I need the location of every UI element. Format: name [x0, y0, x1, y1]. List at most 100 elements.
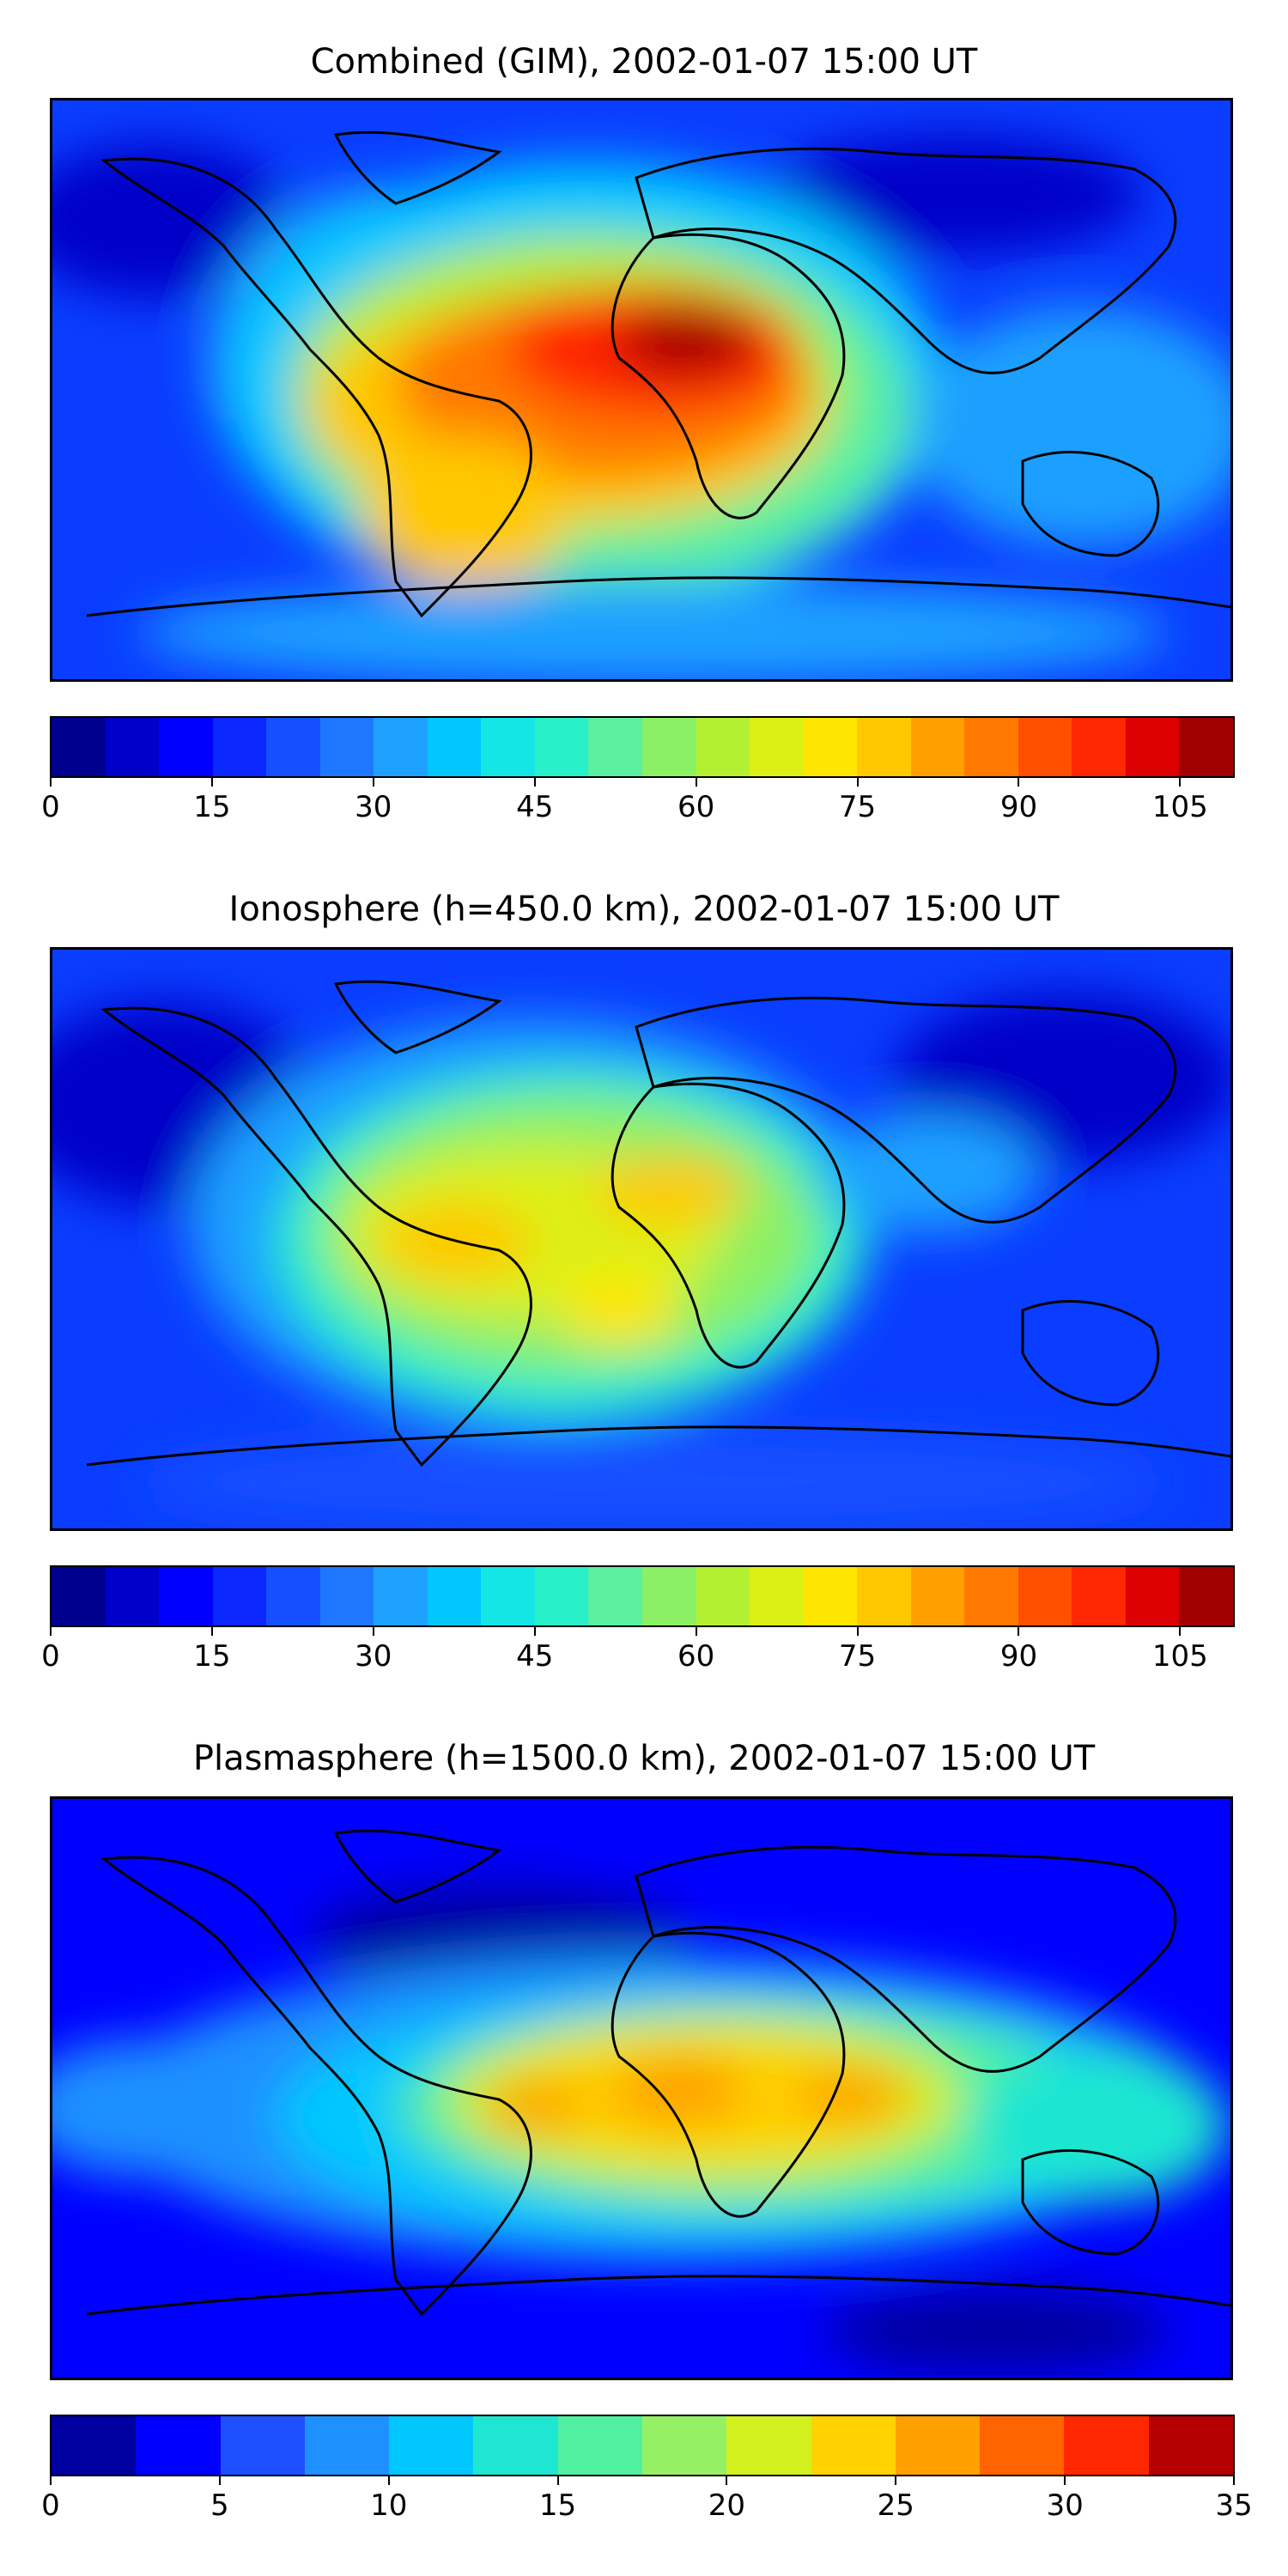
coastlines [86, 131, 1230, 618]
colorbar-ticks-ionosphere: 0 15 30 45 60 75 90 105 [41, 1627, 1235, 1674]
colorbar-segment [910, 1567, 965, 1625]
colorbar-segment [557, 2416, 642, 2475]
colorbar-tick-label: 30 [355, 790, 392, 824]
colorbar-segment [642, 1567, 696, 1625]
colorbar-tick-label: 60 [677, 790, 715, 824]
colorbar-segment [588, 1567, 643, 1625]
colorbar-segment [212, 1567, 267, 1625]
colorbar-segment [696, 718, 750, 776]
colorbar-tick-label: 15 [193, 1639, 231, 1674]
colorbar-segment [1125, 718, 1180, 776]
colorbar-tick-mark [210, 1627, 213, 1636]
colorbar-segment [910, 718, 965, 776]
colorbar-tick-label: 15 [193, 790, 231, 824]
colorbar-segment [427, 718, 482, 776]
colorbar-segment [374, 1567, 428, 1625]
panel-title-combined: Combined (GIM), 2002-01-07 15:00 UT [310, 42, 978, 82]
colorbar-segment [895, 2416, 981, 2475]
colorbar-segment [159, 718, 213, 776]
colorbar-tick-label: 105 [1151, 1639, 1208, 1674]
colorbar-segment [534, 1567, 589, 1625]
colorbar-tick-label: 0 [41, 2488, 60, 2523]
colorbar-segment [52, 1567, 106, 1625]
colorbar-segment [1125, 1567, 1180, 1625]
colorbar-segment [642, 718, 696, 776]
colorbar-tick-label: 30 [1046, 2488, 1084, 2523]
map-combined [50, 98, 1233, 682]
colorbar-segment [105, 718, 160, 776]
colorbar-tick-mark [533, 1627, 536, 1636]
colorbar-segment [641, 2416, 727, 2475]
colorbar-tick-mark [1179, 1627, 1182, 1636]
colorbar-tick-mark [210, 778, 213, 787]
colorbar-tick-label: 75 [838, 1639, 877, 1674]
colorbar-segment [1018, 718, 1072, 776]
colorbar-segment [473, 2416, 558, 2475]
colorbar-tick-mark [1018, 778, 1020, 787]
colorbar-segment [696, 1567, 750, 1625]
colorbar-tick-label: 5 [210, 2488, 229, 2523]
colorbar-segment [803, 1567, 858, 1625]
colorbar-tick-label: 90 [999, 1639, 1038, 1674]
map-ionosphere [50, 947, 1233, 1531]
colorbar-segment [212, 718, 267, 776]
colorbar-segment [726, 2416, 811, 2475]
colorbar-segment [857, 1567, 911, 1625]
panel-title-ionosphere: Ionosphere (h=450.0 km), 2002-01-07 15:0… [228, 890, 1060, 929]
colorbar-tick-label: 75 [838, 790, 877, 824]
colorbar-tick-label: 0 [41, 790, 60, 824]
colorbar-tick-label: 90 [999, 790, 1038, 824]
colorbar-tick-label: 45 [516, 790, 554, 824]
colorbar-tick-mark [1064, 2476, 1066, 2485]
colorbar-segment [588, 718, 643, 776]
colorbar-segment [374, 718, 428, 776]
colorbar-ticks-combined: 0 15 30 45 60 75 90 105 [41, 778, 1235, 824]
colorbar-tick-label: 10 [370, 2488, 408, 2523]
colorbar-tick-label: 20 [708, 2488, 746, 2523]
colorbar-segment [1072, 718, 1126, 776]
colorbar-segment [750, 1567, 804, 1625]
colorbar-tick-mark [50, 778, 52, 787]
colorbar-tick-label: 35 [1215, 2488, 1253, 2523]
colorbar-segment [534, 718, 589, 776]
colorbar-segment [319, 1567, 374, 1625]
colorbar-segment [803, 718, 858, 776]
colorbar-segment [266, 1567, 320, 1625]
colorbar-tick-mark [695, 778, 697, 787]
colorbar-segment [964, 718, 1018, 776]
colorbar-tick-mark [387, 2476, 390, 2485]
colorbar-segment [1179, 1567, 1234, 1625]
colorbar-segment [319, 718, 374, 776]
colorbar-ionosphere [50, 1565, 1235, 1627]
colorbar-segment [52, 718, 106, 776]
colorbar-segment [136, 2416, 221, 2475]
colorbar-tick-mark [372, 1627, 374, 1636]
colorbar-segment [980, 2416, 1065, 2475]
colorbar-tick-mark [556, 2476, 559, 2485]
colorbar-segment [481, 1567, 535, 1625]
colorbar-segment [220, 2416, 305, 2475]
colorbar-tick-mark [895, 2476, 897, 2485]
colorbar-tick-label: 0 [41, 1639, 60, 1674]
colorbar-segment [1064, 2416, 1149, 2475]
colorbar-segment [266, 718, 320, 776]
colorbar-tick-mark [1179, 778, 1182, 787]
colorbar-tick-mark [533, 778, 536, 787]
colorbar-segment [1072, 1567, 1126, 1625]
coastlines [86, 1829, 1230, 2317]
colorbar-tick-mark [218, 2476, 221, 2485]
colorbar-tick-mark [50, 2476, 52, 2485]
colorbar-segment [304, 2416, 390, 2475]
colorbar-segment [427, 1567, 482, 1625]
colorbar-tick-label: 15 [538, 2488, 577, 2523]
panel-title-plasmasphere: Plasmasphere (h=1500.0 km), 2002-01-07 1… [192, 1739, 1096, 1778]
colorbar-tick-mark [726, 2476, 728, 2485]
colorbar-segment [811, 2416, 896, 2475]
colorbar-segment [159, 1567, 213, 1625]
colorbar-segment [1179, 718, 1234, 776]
colorbar-tick-mark [372, 778, 374, 787]
colorbar-tick-label: 105 [1151, 790, 1208, 824]
colorbar-tick-mark [1233, 2476, 1235, 2485]
coastlines [86, 980, 1230, 1467]
colorbar-segment [964, 1567, 1018, 1625]
